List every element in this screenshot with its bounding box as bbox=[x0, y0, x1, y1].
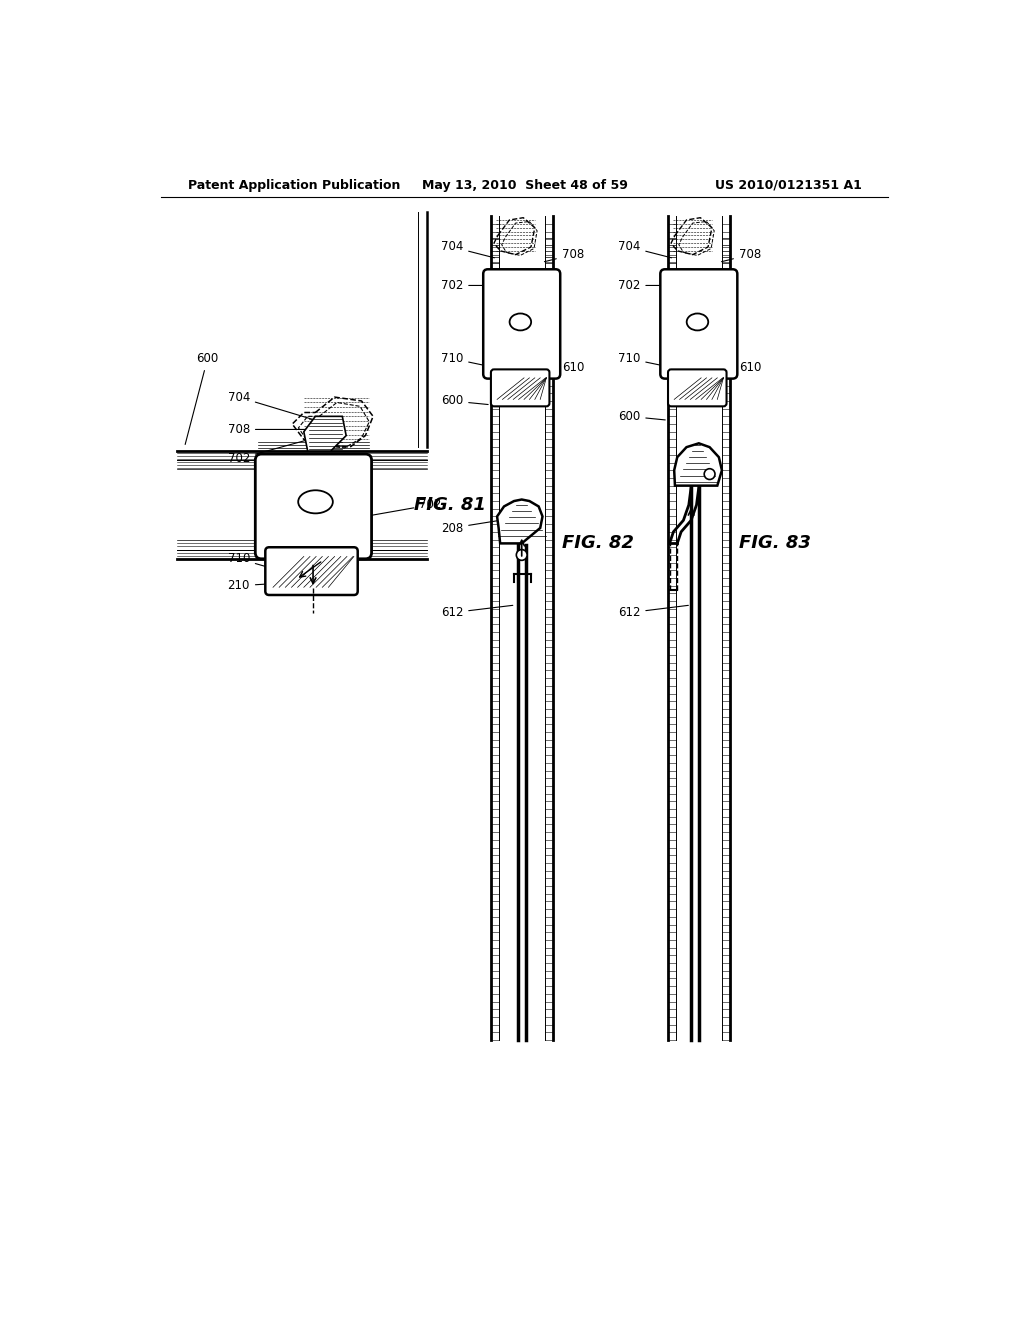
Text: 702: 702 bbox=[227, 440, 306, 465]
FancyBboxPatch shape bbox=[255, 454, 372, 558]
Ellipse shape bbox=[510, 313, 531, 330]
Polygon shape bbox=[497, 499, 543, 544]
Text: 210: 210 bbox=[227, 579, 274, 593]
Text: 710: 710 bbox=[617, 352, 671, 367]
Text: 612: 612 bbox=[617, 606, 688, 619]
Text: US 2010/0121351 A1: US 2010/0121351 A1 bbox=[715, 178, 862, 191]
Text: 702: 702 bbox=[372, 499, 441, 515]
Text: 710: 710 bbox=[440, 352, 494, 367]
Text: 600: 600 bbox=[185, 352, 219, 445]
Text: 610: 610 bbox=[732, 362, 761, 375]
Text: 710: 710 bbox=[227, 552, 282, 572]
Text: May 13, 2010  Sheet 48 of 59: May 13, 2010 Sheet 48 of 59 bbox=[422, 178, 628, 191]
Text: FIG. 81: FIG. 81 bbox=[414, 496, 485, 513]
Text: 708: 708 bbox=[722, 248, 761, 261]
Text: Patent Application Publication: Patent Application Publication bbox=[188, 178, 400, 191]
Text: 702: 702 bbox=[617, 279, 663, 292]
Text: 702: 702 bbox=[440, 279, 485, 292]
Ellipse shape bbox=[687, 313, 709, 330]
Text: 610: 610 bbox=[555, 362, 584, 375]
FancyBboxPatch shape bbox=[483, 269, 560, 379]
Circle shape bbox=[705, 469, 715, 479]
Text: 708: 708 bbox=[227, 422, 327, 436]
FancyBboxPatch shape bbox=[265, 548, 357, 595]
Text: 704: 704 bbox=[617, 240, 672, 257]
Text: 600: 600 bbox=[618, 409, 666, 422]
FancyBboxPatch shape bbox=[668, 370, 727, 407]
Text: 704: 704 bbox=[227, 391, 312, 420]
Polygon shape bbox=[674, 444, 722, 486]
Text: FIG. 83: FIG. 83 bbox=[739, 535, 811, 552]
Text: 612: 612 bbox=[440, 606, 513, 619]
Polygon shape bbox=[304, 416, 346, 451]
Ellipse shape bbox=[298, 490, 333, 513]
FancyBboxPatch shape bbox=[660, 269, 737, 379]
Text: FIG. 82: FIG. 82 bbox=[562, 535, 634, 552]
Text: 600: 600 bbox=[441, 395, 488, 408]
Text: 708: 708 bbox=[545, 248, 584, 261]
Text: 208: 208 bbox=[441, 520, 498, 535]
Circle shape bbox=[516, 549, 527, 561]
Text: 704: 704 bbox=[440, 240, 495, 257]
FancyBboxPatch shape bbox=[490, 370, 550, 407]
